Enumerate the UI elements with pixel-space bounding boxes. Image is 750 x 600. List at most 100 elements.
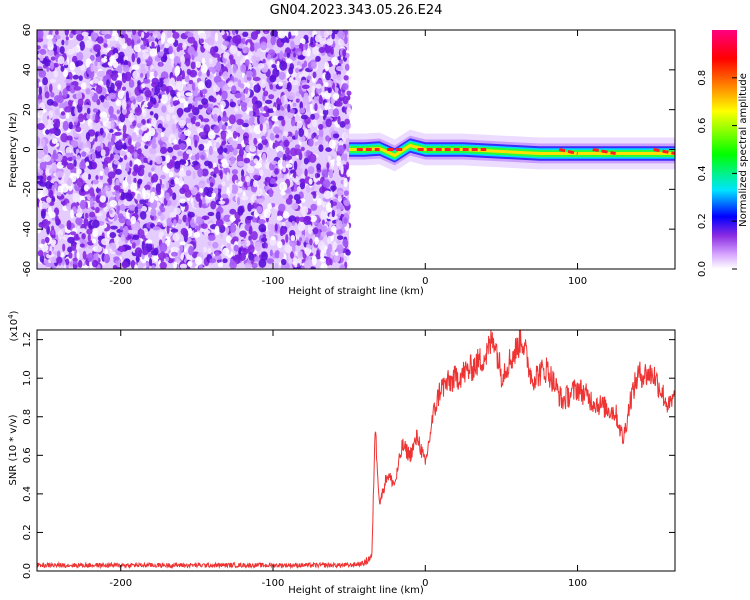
noise-speckle: [325, 118, 332, 128]
noise-speckle: [92, 77, 100, 84]
noise-speckle: [76, 168, 82, 175]
x-tick-label: -200: [109, 276, 132, 287]
noise-speckle: [246, 215, 253, 221]
noise-speckle: [47, 51, 54, 55]
noise-speckle: [332, 241, 337, 251]
noise-speckle: [264, 99, 273, 104]
noise-speckle: [233, 77, 238, 82]
noise-speckle: [134, 52, 138, 59]
noise-speckle: [311, 255, 317, 266]
noise-speckle: [245, 175, 251, 183]
noise-speckle: [201, 215, 210, 220]
noise-speckle: [213, 125, 220, 134]
noise-speckle: [332, 133, 340, 139]
noise-speckle: [175, 80, 183, 91]
noise-speckle: [201, 203, 207, 209]
noise-speckle: [280, 190, 286, 196]
noise-speckle: [160, 213, 165, 221]
noise-speckle: [310, 113, 316, 120]
noise-speckle: [278, 71, 286, 80]
noise-speckle: [259, 115, 265, 124]
noise-speckle: [191, 105, 196, 114]
noise-speckle: [43, 251, 47, 257]
noise-speckle: [95, 113, 99, 124]
noise-speckle: [179, 245, 184, 252]
noise-speckle: [295, 199, 302, 205]
noise-speckle: [51, 225, 55, 231]
noise-speckle: [202, 266, 211, 269]
noise-speckle: [290, 202, 299, 210]
noise-speckle: [255, 30, 261, 35]
noise-speckle: [261, 135, 266, 141]
noise-speckle: [73, 260, 78, 265]
noise-speckle: [286, 81, 292, 92]
noise-speckle: [208, 234, 216, 241]
noise-speckle: [246, 165, 255, 174]
noise-speckle: [258, 258, 267, 268]
noise-speckle: [37, 137, 40, 147]
noise-speckle: [182, 42, 187, 50]
noise-speckle: [170, 179, 175, 185]
noise-speckle: [221, 161, 229, 169]
noise-speckle: [92, 219, 100, 229]
signal-band-max: [592, 148, 616, 155]
noise-speckle: [65, 258, 70, 266]
noise-speckle: [286, 53, 291, 58]
noise-speckle: [61, 39, 65, 46]
noise-speckle: [334, 87, 339, 93]
noise-speckle: [65, 152, 73, 158]
noise-speckle: [255, 188, 263, 197]
noise-speckle: [185, 149, 193, 155]
noise-speckle: [92, 108, 99, 113]
noise-speckle: [193, 51, 198, 57]
noise-speckle: [198, 179, 206, 189]
noise-speckle: [113, 256, 120, 261]
noise-speckle: [127, 138, 132, 146]
noise-speckle: [76, 225, 81, 234]
y-tick-label: 0.0: [22, 563, 33, 579]
noise-speckle: [242, 46, 250, 54]
snr-y-scale-label: (x104): [7, 310, 20, 341]
noise-speckle: [306, 47, 311, 57]
noise-speckle: [114, 53, 119, 59]
noise-speckle: [338, 38, 344, 46]
noise-speckle: [195, 61, 201, 68]
noise-speckle: [208, 130, 216, 140]
noise-speckle: [96, 212, 103, 217]
noise-speckle: [337, 145, 345, 154]
noise-speckle: [232, 147, 238, 156]
noise-speckle: [57, 192, 62, 197]
noise-speckle: [83, 184, 89, 192]
noise-speckle: [185, 92, 193, 97]
noise-speckle: [178, 159, 187, 165]
noise-speckle: [75, 233, 79, 240]
noise-speckle: [109, 209, 113, 214]
noise-speckle: [152, 226, 161, 231]
noise-speckle: [99, 195, 107, 203]
noise-speckle: [227, 136, 234, 144]
noise-speckle: [148, 253, 153, 258]
noise-speckle: [78, 259, 83, 268]
noise-speckle: [221, 193, 229, 199]
noise-speckle: [237, 196, 240, 206]
noise-speckle: [262, 58, 266, 64]
noise-speckle: [155, 155, 163, 165]
noise-speckle: [301, 84, 310, 90]
noise-speckle: [37, 45, 41, 50]
noise-speckle: [166, 217, 172, 227]
noise-speckle: [171, 155, 177, 161]
noise-speckle: [321, 169, 329, 178]
noise-speckle: [132, 120, 137, 127]
noise-speckle: [160, 132, 165, 138]
noise-speckle: [306, 75, 312, 80]
noise-speckle: [316, 173, 321, 178]
noise-speckle: [174, 161, 181, 170]
noise-speckle: [84, 39, 93, 49]
noise-speckle: [95, 206, 100, 214]
snr-x-ticks: -200 -100 0 100: [109, 330, 587, 589]
noise-speckle: [72, 74, 80, 80]
noise-speckle: [326, 162, 330, 169]
noise-speckle: [51, 138, 58, 144]
noise-speckle: [325, 72, 331, 81]
